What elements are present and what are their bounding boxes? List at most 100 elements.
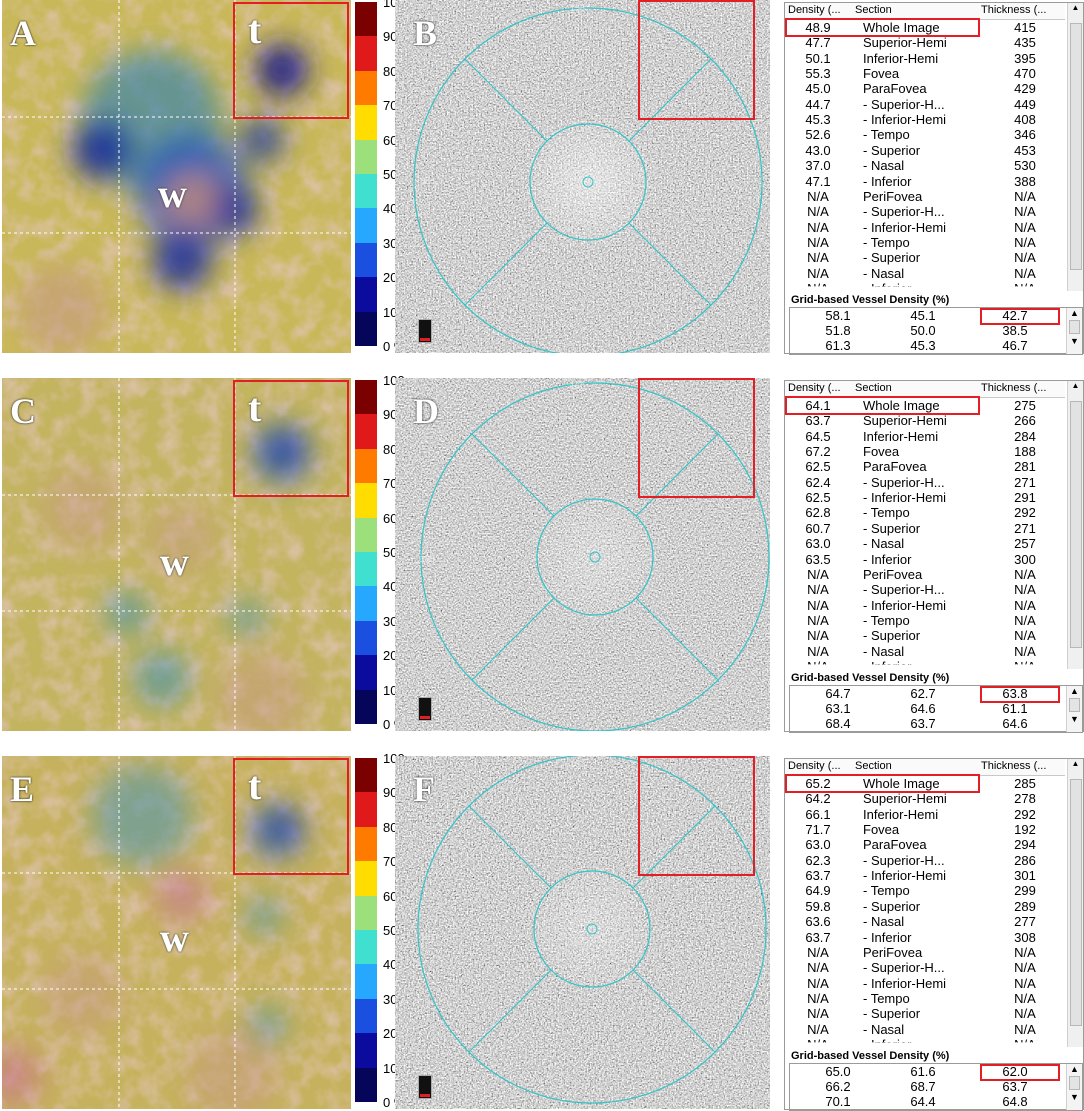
- oct-angiogram: [395, 756, 770, 1109]
- table-row[interactable]: 62.3 - Superior-H... 286: [785, 853, 1065, 868]
- table-row[interactable]: N/A - Inferior N/A: [785, 659, 1065, 664]
- heatmap-panel-label: C: [10, 391, 36, 431]
- column-header-section[interactable]: Section: [855, 382, 892, 394]
- column-header-thickness[interactable]: Thickness (...: [981, 4, 1047, 16]
- density-cell: N/A: [807, 990, 829, 1006]
- table-row[interactable]: 62.5 - Inferior-Hemi 291: [785, 490, 1065, 505]
- density-cell: N/A: [807, 1006, 829, 1022]
- table-row[interactable]: 63.7 Superior-Hemi 266: [785, 413, 1065, 428]
- table-row[interactable]: 62.5 ParaFovea 281: [785, 459, 1065, 474]
- table-row[interactable]: N/A - Inferior N/A: [785, 280, 1065, 296]
- table-row[interactable]: 64.5 Inferior-Hemi 284: [785, 429, 1065, 444]
- scrollbar-thumb[interactable]: [1070, 23, 1082, 270]
- table-row[interactable]: 63.6 - Nasal 277: [785, 914, 1065, 929]
- grid-scrollbar[interactable]: ▲ ▼: [1066, 686, 1082, 732]
- grid-density-title: Grid-based Vessel Density (%): [791, 1050, 950, 1062]
- grid-cell: 62.0: [1002, 1064, 1028, 1079]
- oct-panel-label: F: [413, 769, 435, 809]
- table-row[interactable]: N/A PeriFovea N/A: [785, 567, 1065, 582]
- density-cell: N/A: [807, 265, 829, 281]
- table-row[interactable]: 43.0 - Superior 453: [785, 143, 1065, 158]
- grid-cell: 68.4: [825, 716, 851, 731]
- table-row[interactable]: 60.7 - Superior 271: [785, 521, 1065, 536]
- table-row[interactable]: 47.7 Superior-Hemi 435: [785, 35, 1065, 50]
- table-row[interactable]: N/A PeriFovea N/A: [785, 945, 1065, 960]
- table-row[interactable]: 63.7 - Inferior-Hemi 301: [785, 868, 1065, 883]
- grid-row: 61.3 45.3 46.7: [790, 338, 1065, 353]
- table-row[interactable]: N/A - Superior N/A: [785, 1006, 1065, 1021]
- table-row[interactable]: 47.1 - Inferior 388: [785, 174, 1065, 189]
- column-header-thickness[interactable]: Thickness (...: [981, 382, 1047, 394]
- table-row[interactable]: N/A - Tempo N/A: [785, 235, 1065, 250]
- table-row[interactable]: N/A - Superior-H... N/A: [785, 582, 1065, 597]
- table-row[interactable]: 52.6 - Tempo 346: [785, 127, 1065, 142]
- table-row[interactable]: 48.9 Whole Image 415: [785, 20, 1065, 35]
- section-cell: Superior-Hemi: [863, 413, 947, 429]
- colorbar-tick: 60: [383, 132, 398, 148]
- table-row[interactable]: N/A - Tempo N/A: [785, 613, 1065, 628]
- density-cell: 63.0: [805, 536, 831, 552]
- density-cell: 63.7: [805, 929, 831, 945]
- density-cell: 59.8: [805, 898, 831, 914]
- section-cell: - Superior-H...: [863, 204, 945, 220]
- table-row[interactable]: 71.7 Fovea 192: [785, 822, 1065, 837]
- table-scrollbar[interactable]: ▲: [1067, 381, 1083, 669]
- colorbar-tick: 20: [383, 1026, 398, 1042]
- table-row[interactable]: 55.3 Fovea 470: [785, 66, 1065, 81]
- table-row[interactable]: 62.8 - Tempo 292: [785, 505, 1065, 520]
- column-header-density[interactable]: Density (...: [788, 382, 841, 394]
- table-row[interactable]: 63.7 - Inferior 308: [785, 930, 1065, 945]
- table-row[interactable]: 67.2 Fovea 188: [785, 444, 1065, 459]
- table-row[interactable]: N/A - Superior-H... N/A: [785, 960, 1065, 975]
- table-row[interactable]: 44.7 - Superior-H... 449: [785, 97, 1065, 112]
- table-row[interactable]: N/A - Superior N/A: [785, 628, 1065, 643]
- table-row[interactable]: 64.9 - Tempo 299: [785, 883, 1065, 898]
- table-row[interactable]: N/A - Tempo N/A: [785, 991, 1065, 1006]
- table-row[interactable]: N/A - Nasal N/A: [785, 644, 1065, 659]
- table-row[interactable]: 62.4 - Superior-H... 271: [785, 475, 1065, 490]
- density-cell: 62.5: [805, 490, 831, 506]
- table-row[interactable]: 45.0 ParaFovea 429: [785, 81, 1065, 96]
- column-header-density[interactable]: Density (...: [788, 4, 841, 16]
- table-row[interactable]: N/A - Superior N/A: [785, 250, 1065, 265]
- table-row[interactable]: 63.0 ParaFovea 294: [785, 837, 1065, 852]
- table-row[interactable]: 59.8 - Superior 289: [785, 899, 1065, 914]
- table-row[interactable]: 63.0 - Nasal 257: [785, 536, 1065, 551]
- table-scrollbar[interactable]: ▲: [1067, 3, 1083, 291]
- table-row[interactable]: 64.2 Superior-Hemi 278: [785, 791, 1065, 806]
- table-row[interactable]: N/A - Nasal N/A: [785, 1022, 1065, 1037]
- density-cell: N/A: [807, 188, 829, 204]
- table-row[interactable]: 65.2 Whole Image 285: [785, 776, 1065, 791]
- table-row[interactable]: N/A - Nasal N/A: [785, 266, 1065, 281]
- table-row[interactable]: 37.0 - Nasal 530: [785, 158, 1065, 173]
- colorbar-swatch: [355, 758, 377, 793]
- grid-scrollbar[interactable]: ▲ ▼: [1066, 1064, 1082, 1110]
- scrollbar-thumb[interactable]: [1070, 779, 1082, 1026]
- thickness-cell: 291: [1014, 490, 1036, 506]
- section-cell: - Inferior: [863, 280, 912, 296]
- table-row[interactable]: 45.3 - Inferior-Hemi 408: [785, 112, 1065, 127]
- grid-scrollbar[interactable]: ▲ ▼: [1066, 308, 1082, 354]
- table-row[interactable]: N/A - Superior-H... N/A: [785, 204, 1065, 219]
- thickness-cell: 286: [1014, 852, 1036, 868]
- table-row[interactable]: 64.1 Whole Image 275: [785, 398, 1065, 413]
- column-header-section[interactable]: Section: [855, 760, 892, 772]
- signal-strength-indicator: [418, 697, 432, 721]
- table-row[interactable]: N/A - Inferior N/A: [785, 1037, 1065, 1042]
- density-cell: 62.8: [805, 505, 831, 521]
- table-row[interactable]: 66.1 Inferior-Hemi 292: [785, 807, 1065, 822]
- section-cell: Fovea: [863, 822, 900, 838]
- section-cell: - Tempo: [863, 127, 910, 143]
- table-row[interactable]: 63.5 - Inferior 300: [785, 552, 1065, 567]
- table-scrollbar[interactable]: ▲: [1067, 759, 1083, 1047]
- column-header-density[interactable]: Density (...: [788, 760, 841, 772]
- table-row[interactable]: N/A PeriFovea N/A: [785, 189, 1065, 204]
- thickness-cell: N/A: [1014, 597, 1036, 613]
- scrollbar-thumb[interactable]: [1070, 401, 1082, 648]
- table-row[interactable]: 50.1 Inferior-Hemi 395: [785, 51, 1065, 66]
- column-header-thickness[interactable]: Thickness (...: [981, 760, 1047, 772]
- column-header-section[interactable]: Section: [855, 4, 892, 16]
- table-row[interactable]: N/A - Inferior-Hemi N/A: [785, 220, 1065, 235]
- table-row[interactable]: N/A - Inferior-Hemi N/A: [785, 598, 1065, 613]
- table-row[interactable]: N/A - Inferior-Hemi N/A: [785, 976, 1065, 991]
